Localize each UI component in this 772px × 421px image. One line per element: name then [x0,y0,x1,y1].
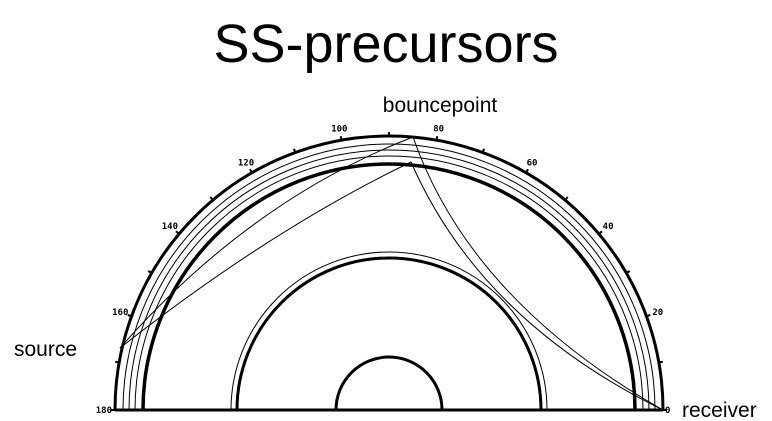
angle-tick-label: 140 [162,222,178,232]
discontinuity [141,162,637,411]
angle-tick-label: 160 [112,308,128,318]
angle-tick-label: 60 [527,158,538,168]
tick-mark [127,313,132,318]
discontinuity [128,149,650,411]
tick-mark [115,360,120,364]
tick-mark [646,313,651,318]
tick-mark [339,136,343,141]
discontinuity [122,143,656,411]
source-label: source [14,338,77,361]
angle-tick-label: 180 [96,406,112,416]
angle-tick-label: 20 [652,308,663,318]
tick-mark [249,168,253,174]
title: SS-precursors [213,14,558,74]
ray-path [410,161,664,411]
ray-path [119,161,412,349]
angle-tick-label: 120 [238,158,254,168]
tick-mark [658,360,663,364]
discontinuity [134,155,644,411]
bouncepoint-label: bouncepoint [383,94,498,117]
receiver-label: receiver [682,399,757,421]
surface [113,134,665,411]
tick-mark [481,148,486,153]
angle-tick-label: 0 [665,406,670,416]
tick-mark [209,196,214,201]
tick-mark [598,230,603,235]
ray-path [412,136,664,411]
tick-mark [625,270,631,274]
angle-scale: 0 20 40 60 80 100 120 140 160 180 [96,124,671,416]
discontinuity [230,251,548,411]
earth-cross-section [113,134,665,412]
tick-mark [147,270,153,274]
angle-tick-label: 40 [603,222,614,232]
core-mantle-boundary [235,256,543,411]
ray-path [119,136,414,349]
inner-core [334,355,444,411]
tick-mark [435,136,439,141]
angle-tick-label: 80 [433,124,444,134]
angle-tick-label: 100 [331,124,347,134]
tick-mark [175,230,180,235]
tick-mark [564,196,569,201]
tick-mark [292,148,297,153]
tick-mark [525,168,529,174]
